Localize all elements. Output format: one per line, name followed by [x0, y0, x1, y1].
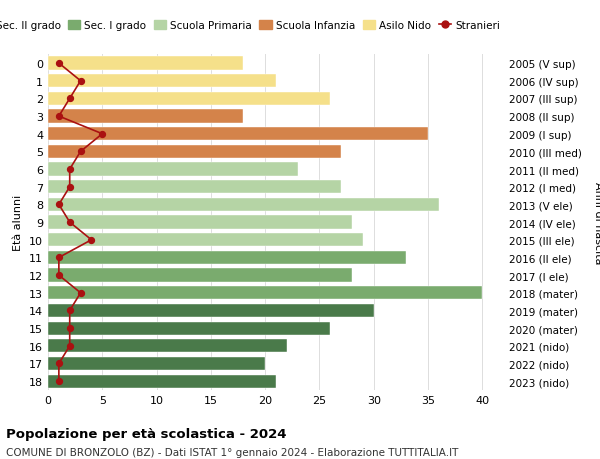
Point	[97, 131, 107, 138]
Point	[54, 272, 64, 279]
Point	[54, 113, 64, 120]
Bar	[48, 304, 374, 318]
Text: COMUNE DI BRONZOLO (BZ) - Dati ISTAT 1° gennaio 2024 - Elaborazione TUTTITALIA.I: COMUNE DI BRONZOLO (BZ) - Dati ISTAT 1° …	[6, 448, 458, 458]
Point	[65, 219, 74, 226]
Point	[54, 254, 64, 262]
Bar	[48, 75, 276, 88]
Bar	[48, 181, 341, 194]
Bar	[48, 375, 276, 388]
Point	[65, 325, 74, 332]
Y-axis label: Anni di nascita: Anni di nascita	[593, 181, 600, 264]
Bar	[48, 198, 439, 212]
Point	[76, 290, 85, 297]
Bar	[48, 216, 352, 229]
Bar	[48, 163, 298, 176]
Bar	[48, 146, 341, 159]
Bar	[48, 322, 330, 335]
Point	[65, 342, 74, 350]
Bar	[48, 269, 352, 282]
Point	[54, 360, 64, 367]
Bar	[48, 110, 244, 123]
Bar	[48, 251, 406, 264]
Point	[65, 166, 74, 174]
Point	[54, 202, 64, 209]
Y-axis label: Età alunni: Età alunni	[13, 195, 23, 251]
Point	[76, 78, 85, 85]
Point	[86, 236, 96, 244]
Bar	[48, 234, 363, 247]
Point	[54, 60, 64, 67]
Bar	[48, 128, 428, 141]
Bar	[48, 340, 287, 353]
Point	[65, 95, 74, 103]
Legend: Sec. II grado, Sec. I grado, Scuola Primaria, Scuola Infanzia, Asilo Nido, Stran: Sec. II grado, Sec. I grado, Scuola Prim…	[0, 17, 505, 35]
Text: Popolazione per età scolastica - 2024: Popolazione per età scolastica - 2024	[6, 427, 287, 440]
Bar	[48, 57, 244, 71]
Bar	[48, 93, 330, 106]
Point	[54, 378, 64, 385]
Point	[65, 184, 74, 191]
Bar	[48, 286, 482, 300]
Point	[76, 148, 85, 156]
Point	[65, 307, 74, 314]
Bar	[48, 357, 265, 370]
